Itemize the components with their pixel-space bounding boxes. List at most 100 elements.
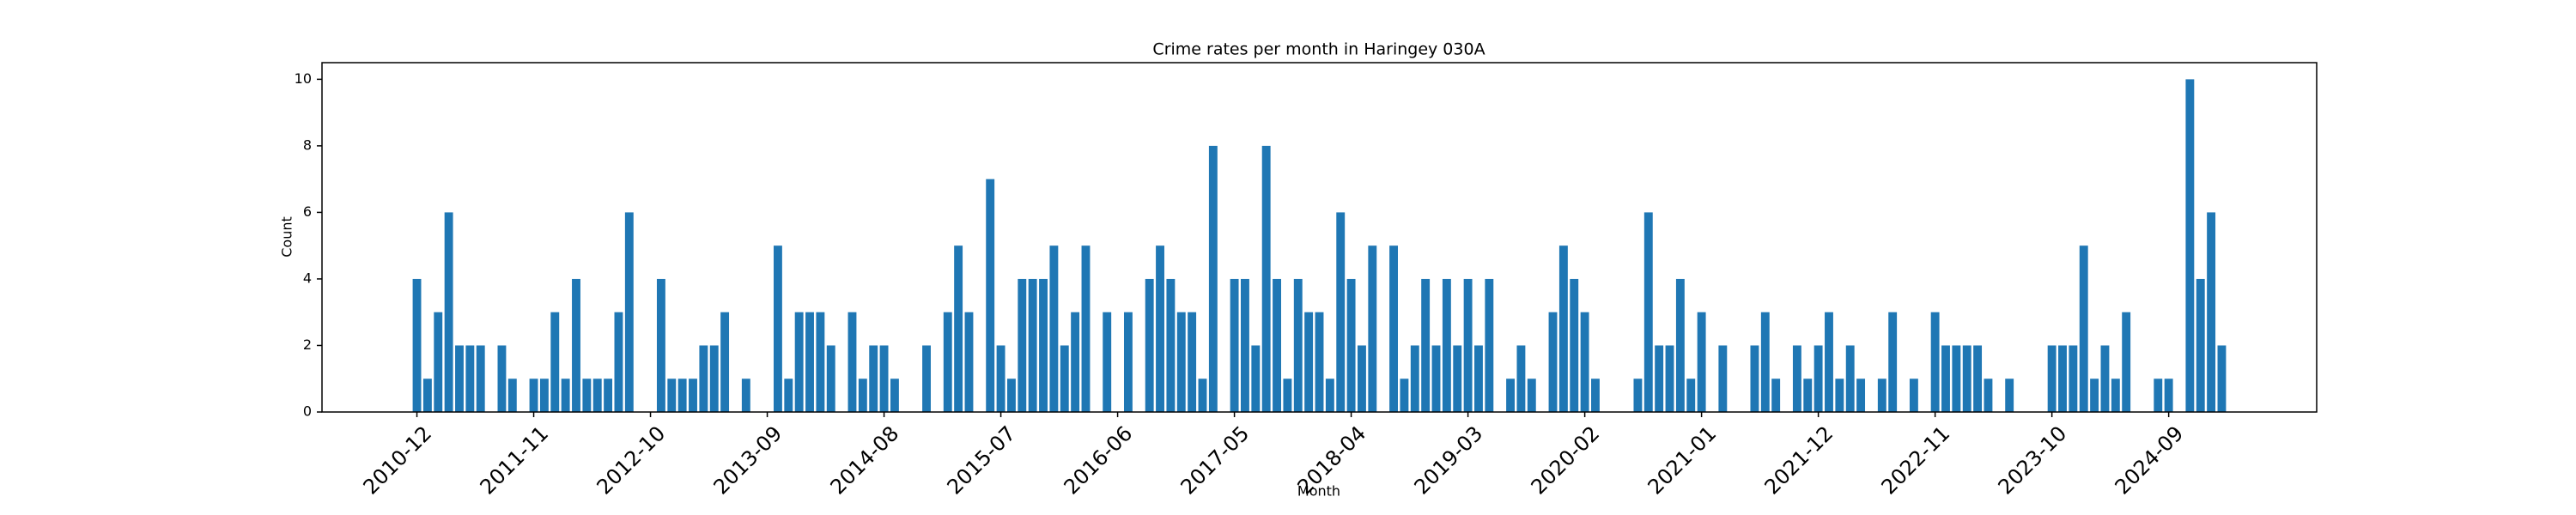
bar (1675, 278, 1685, 412)
bar (422, 379, 432, 412)
bar (890, 379, 899, 412)
bar (1039, 278, 1048, 412)
bar (848, 312, 857, 412)
bar (1198, 379, 1207, 412)
bar (667, 379, 677, 412)
bar (1803, 379, 1813, 412)
bar (1835, 379, 1844, 412)
bar (1421, 278, 1431, 412)
bar (550, 312, 560, 412)
bar (1241, 278, 1249, 412)
y-tick-label: 0 (303, 403, 312, 420)
bar (434, 312, 443, 412)
y-tick-label: 6 (303, 203, 312, 220)
bar (1166, 278, 1176, 412)
bar (561, 379, 570, 412)
bar (1028, 278, 1037, 412)
bar (1103, 312, 1112, 412)
bar (1814, 345, 1823, 412)
bar (1930, 312, 1940, 412)
bar (720, 312, 730, 412)
bar (1208, 145, 1218, 412)
bar (1655, 345, 1664, 412)
bar (1081, 245, 1091, 412)
bar (879, 345, 889, 412)
chart-title: Crime rates per month in Haringey 030A (1152, 40, 1485, 59)
bar (1463, 278, 1473, 412)
bar (922, 345, 931, 412)
bar (2100, 345, 2110, 412)
bar (1304, 312, 1314, 412)
bar (1368, 245, 1377, 412)
bar (1845, 345, 1855, 412)
bar (592, 379, 602, 412)
bar (1570, 278, 1579, 412)
bar (2058, 345, 2067, 412)
bar (1643, 212, 1653, 412)
bar (1188, 312, 1197, 412)
bar (1325, 379, 1334, 412)
bar (699, 345, 708, 412)
bar (1591, 379, 1600, 412)
bar (572, 278, 580, 412)
bar (1792, 345, 1801, 412)
bar (1273, 278, 1281, 412)
bar (614, 312, 623, 412)
bar (677, 379, 687, 412)
bar (964, 312, 974, 412)
bar (2069, 345, 2078, 412)
bar (1825, 312, 1833, 412)
bar (858, 379, 867, 412)
bar (2196, 278, 2205, 412)
bar (1251, 345, 1261, 412)
bar (2090, 379, 2099, 412)
bar (943, 312, 952, 412)
bar (1389, 245, 1398, 412)
bar (1984, 379, 1993, 412)
bar (1909, 379, 1918, 412)
bar (1346, 278, 1356, 412)
bar (1400, 379, 1409, 412)
bar (455, 345, 464, 412)
bar (826, 345, 835, 412)
bar (996, 345, 1005, 412)
bar (1230, 278, 1239, 412)
bar (1750, 345, 1759, 412)
bar (784, 379, 793, 412)
bar (1686, 379, 1696, 412)
bar (1358, 345, 1366, 412)
bar (1293, 278, 1303, 412)
bar (1156, 245, 1164, 412)
bar (1071, 312, 1080, 412)
bar (1877, 379, 1886, 412)
bar (689, 379, 697, 412)
bar (1176, 312, 1186, 412)
bar (476, 345, 485, 412)
bar (1697, 312, 1706, 412)
bar (2154, 379, 2163, 412)
y-axis-label: Count (279, 216, 295, 258)
bar (1315, 312, 1324, 412)
bar (1941, 345, 1950, 412)
plot-frame (321, 62, 2318, 413)
bar (2005, 379, 2014, 412)
bar (412, 278, 422, 412)
bar (805, 312, 814, 412)
bar (1760, 312, 1770, 412)
bar (986, 179, 995, 412)
bar (1527, 379, 1536, 412)
bar (465, 345, 475, 412)
bar (1973, 345, 1983, 412)
bar (1006, 379, 1016, 412)
bar (1431, 345, 1441, 412)
bar (2111, 379, 2120, 412)
bar (1049, 245, 1059, 412)
bar (497, 345, 507, 412)
bar (1410, 345, 1419, 412)
bar (741, 379, 750, 412)
y-tick-label: 2 (303, 336, 312, 353)
bar (1771, 379, 1781, 412)
bar (1442, 278, 1451, 412)
